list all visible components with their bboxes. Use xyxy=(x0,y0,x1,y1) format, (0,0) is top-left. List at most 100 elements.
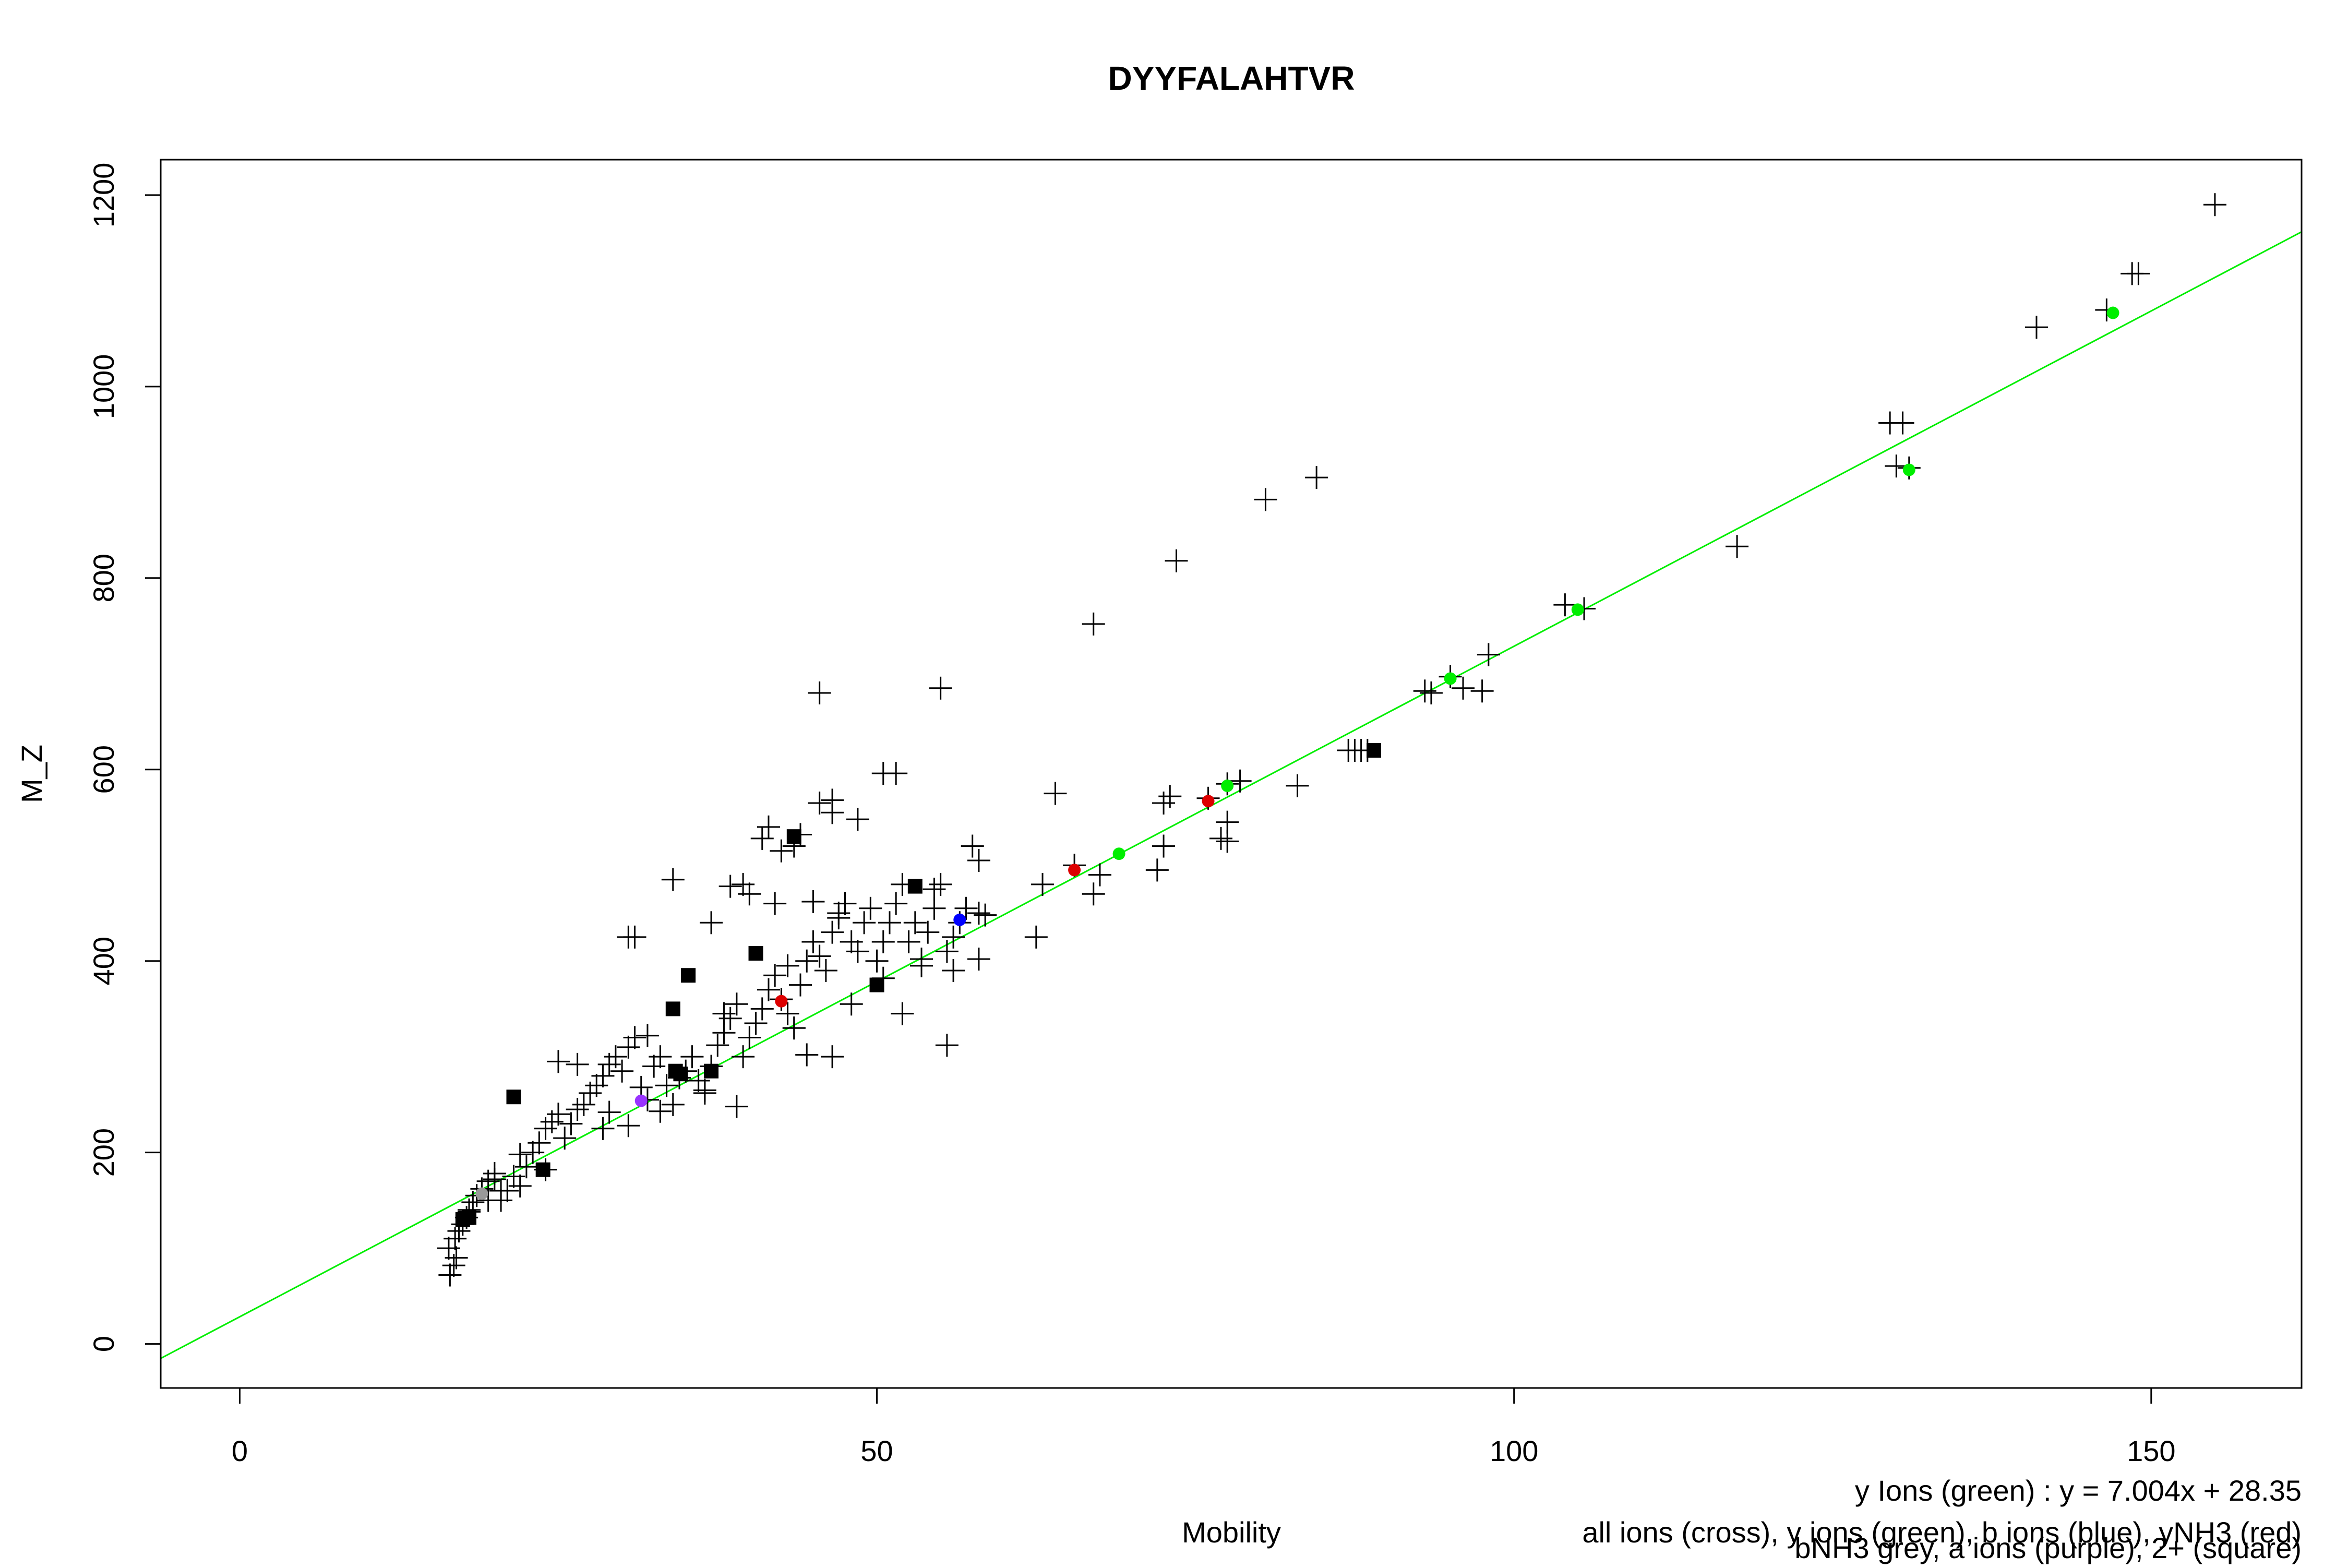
data-point-all-ions-18 xyxy=(514,1155,538,1179)
data-point-bnh3-0 xyxy=(475,1187,488,1200)
data-point-all-ions-30 xyxy=(591,1064,615,1087)
data-point-all-ions-149 xyxy=(1145,858,1169,882)
legend-annotation-line-2: bNH3 grey, a ions (purple), 2+ (square) xyxy=(1794,1531,2302,1564)
data-point-2--13 xyxy=(1367,743,1382,758)
data-point-all-ions-63 xyxy=(801,930,825,954)
data-point-all-ions-122 xyxy=(725,1095,748,1118)
data-point-all-ions-70 xyxy=(846,940,869,963)
x-tick-label-3: 150 xyxy=(2127,1434,2175,1467)
data-point-all-ions-179 xyxy=(1891,411,1914,435)
data-point-2--2 xyxy=(506,1090,521,1105)
data-point-all-ions-62 xyxy=(795,949,819,973)
data-point-all-ions-157 xyxy=(1216,830,1239,853)
data-point-all-ions-178 xyxy=(1885,454,1908,478)
data-point-all-ions-92 xyxy=(566,1052,589,1076)
data-point-all-ions-59 xyxy=(776,1002,799,1025)
data-point-all-ions-120 xyxy=(782,1016,806,1040)
data-point-2--10 xyxy=(786,829,801,844)
data-point-all-ions-69 xyxy=(840,930,863,954)
data-point-all-ions-102 xyxy=(738,882,761,906)
data-point-all-ions-119 xyxy=(776,954,799,977)
data-point-all-ions-105 xyxy=(770,839,793,863)
data-point-all-ions-83 xyxy=(929,872,952,896)
data-point-all-ions-3 xyxy=(437,1237,460,1260)
data-point-2--3 xyxy=(535,1162,550,1177)
data-point-all-ions-74 xyxy=(871,930,895,954)
data-point-all-ions-94 xyxy=(617,1114,640,1138)
data-layer xyxy=(161,193,2302,1359)
x-tick-label-0: 0 xyxy=(232,1434,248,1467)
data-point-all-ions-64 xyxy=(808,944,831,968)
data-point-all-ions-45 xyxy=(687,1069,710,1093)
data-point-all-ions-49 xyxy=(712,1021,736,1045)
data-point-all-ions-24 xyxy=(553,1127,577,1150)
data-point-all-ions-141 xyxy=(923,878,946,901)
data-point-all-ions-112 xyxy=(846,808,869,831)
data-point-all-ions-21 xyxy=(534,1117,557,1140)
data-point-2--12 xyxy=(907,879,923,894)
data-point-2--6 xyxy=(673,1067,688,1082)
data-point-all-ions-125 xyxy=(508,1143,532,1166)
data-point-all-ions-98 xyxy=(661,868,685,891)
y-tick-label-5: 1000 xyxy=(87,354,120,420)
data-point-all-ions-151 xyxy=(1152,791,1176,815)
data-point-all-ions-139 xyxy=(967,948,990,971)
data-point-all-ions-84 xyxy=(935,940,959,963)
data-point-all-ions-48 xyxy=(706,1034,729,1057)
data-point-all-ions-88 xyxy=(961,834,984,858)
data-point-2--7 xyxy=(681,968,696,983)
data-point-all-ions-39 xyxy=(649,1045,672,1069)
data-point-all-ions-17 xyxy=(508,1174,532,1198)
data-point-all-ions-87 xyxy=(954,896,978,920)
data-point-all-ions-38 xyxy=(642,1055,666,1078)
y-tick-label-0: 0 xyxy=(87,1336,120,1352)
data-point-all-ions-158 xyxy=(1209,827,1232,850)
data-point-all-ions-144 xyxy=(1031,872,1055,896)
axes-layer: 0 50 100 150 0 200 400 600 800 1000 1200 xyxy=(87,163,2176,1467)
data-point-all-ions-85 xyxy=(942,925,965,949)
data-point-all-ions-128 xyxy=(483,1168,506,1191)
data-point-all-ions-99 xyxy=(700,911,723,935)
data-point-y-ions-5 xyxy=(2106,306,2119,319)
data-point-all-ions-117 xyxy=(884,762,908,785)
data-point-2--4 xyxy=(665,1001,680,1016)
data-point-all-ions-68 xyxy=(833,892,857,915)
data-point-all-ions-52 xyxy=(732,1045,755,1069)
data-point-all-ions-150 xyxy=(1152,834,1176,858)
data-point-all-ions-79 xyxy=(903,911,927,935)
data-point-all-ions-27 xyxy=(572,1093,595,1116)
data-point-all-ions-56 xyxy=(757,978,780,1001)
data-point-2--1 xyxy=(462,1210,477,1225)
data-point-all-ions-163 xyxy=(1305,466,1328,489)
data-point-all-ions-162 xyxy=(1286,774,1309,797)
data-point-all-ions-108 xyxy=(801,890,825,913)
data-point-all-ions-55 xyxy=(750,997,774,1021)
data-point-2--9 xyxy=(748,946,763,961)
data-point-all-ions-91 xyxy=(546,1050,570,1073)
x-tick-label-2: 100 xyxy=(1490,1434,1538,1467)
data-point-y-ions-3 xyxy=(1571,603,1584,616)
data-point-all-ions-97 xyxy=(617,925,640,949)
data-point-all-ions-20 xyxy=(528,1131,551,1155)
data-point-all-ions-72 xyxy=(859,896,882,920)
data-point-all-ions-81 xyxy=(916,920,940,944)
data-point-y-ions-4 xyxy=(1902,463,1915,476)
data-point-all-ions-93 xyxy=(597,1100,621,1124)
data-point-a-ions-0 xyxy=(634,1094,648,1107)
data-point-all-ions-173 xyxy=(1477,643,1500,666)
data-point-all-ions-34 xyxy=(617,1035,640,1059)
y-tick-label-3: 600 xyxy=(87,745,120,794)
data-point-ynh3-0 xyxy=(775,995,788,1008)
data-point-all-ions-160 xyxy=(1228,769,1252,793)
data-point-all-ions-101 xyxy=(732,872,755,896)
data-point-y-ions-0 xyxy=(1112,847,1125,860)
data-point-all-ions-171 xyxy=(1451,676,1475,700)
data-point-all-ions-174 xyxy=(1553,593,1577,617)
data-point-all-ions-147 xyxy=(1082,882,1105,906)
data-point-all-ions-121 xyxy=(693,1081,716,1105)
data-point-all-ions-161 xyxy=(1254,488,1277,511)
data-point-all-ions-156 xyxy=(1216,810,1239,834)
data-point-all-ions-104 xyxy=(757,815,780,839)
data-point-all-ions-90 xyxy=(974,903,997,927)
